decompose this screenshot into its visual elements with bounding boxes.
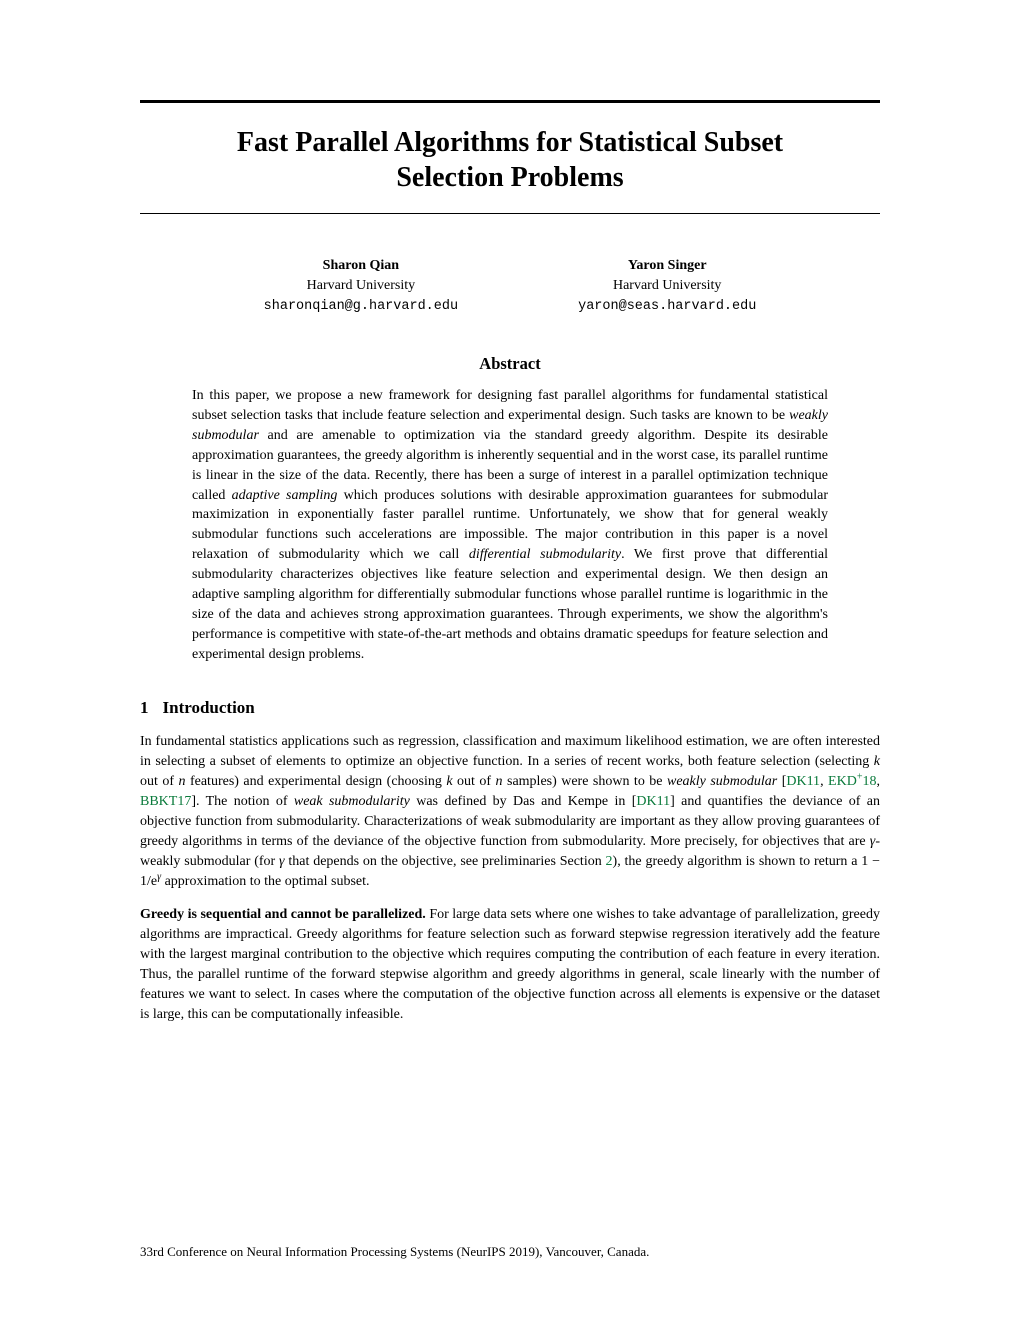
intro-n-1: n [179,774,186,789]
abstract-ital-2: adaptive sampling [232,488,338,503]
intro-text-i: samples) were shown to be [503,774,667,789]
intro-text-u: that depends on the objective, see preli… [285,854,606,869]
cite-dk11-b[interactable]: DK11 [636,794,670,809]
section-ref-2[interactable]: 2 [606,854,613,869]
intro-weakly-sub: weakly submodular [667,774,777,789]
intro-n-2: n [496,774,503,789]
intro-text-c: out of [140,774,179,789]
intro-text-p: was defined by Das and Kempe in [ [410,794,637,809]
author-1: Sharon Qian Harvard University sharonqia… [264,256,458,316]
section-1-number: 1 [140,698,149,718]
intro-text-e: features) and experimental design (choos… [186,774,447,789]
intro-text-a: In fundamental statistics applications s… [140,734,880,769]
title-line-2: Selection Problems [396,162,623,193]
intro-text-k: [ [777,774,786,789]
abstract-body: In this paper, we propose a new framewor… [192,386,828,664]
intro-text-n: ]. The notion of [191,794,294,809]
abstract-heading: Abstract [140,354,880,374]
intro-weak-sub-2: weak submodularity [294,794,410,809]
section-1-heading: 1 Introduction [140,698,880,718]
top-rule [140,100,880,103]
author-2: Yaron Singer Harvard University yaron@se… [578,256,756,316]
intro-k-1: k [874,754,880,769]
abstract-ital-3: differential submodularity [469,547,621,562]
para2-body: For large data sets where one wishes to … [140,907,880,1021]
intro-text-l: , [820,774,828,789]
cite-dk11-a[interactable]: DK11 [786,774,820,789]
paper-page: Fast Parallel Algorithms for Statistical… [0,0,1020,1320]
author-2-name: Yaron Singer [578,256,756,276]
intro-text-y: approximation to the optimal subset. [161,874,369,889]
intro-text-g: out of [453,774,496,789]
paper-title: Fast Parallel Algorithms for Statistical… [140,125,880,195]
cite-bbkt17[interactable]: BBKT17 [140,794,191,809]
conference-footer: 33rd Conference on Neural Information Pr… [140,1244,880,1260]
title-line-1: Fast Parallel Algorithms for Statistical… [237,127,783,158]
author-1-name: Sharon Qian [264,256,458,276]
abstract-text-4: . We first prove that differential submo… [192,547,828,661]
para2-runin: Greedy is sequential and cannot be paral… [140,907,426,922]
abstract-text-1: In this paper, we propose a new framewor… [192,388,828,423]
author-2-email: yaron@seas.harvard.edu [578,297,756,317]
title-bottom-rule [140,213,880,214]
author-1-affiliation: Harvard University [264,276,458,296]
intro-paragraph-2: Greedy is sequential and cannot be paral… [140,905,880,1024]
intro-text-m: , [877,774,881,789]
intro-text-v: ), the greedy algorithm is shown to retu… [613,854,862,869]
section-1-title: Introduction [163,698,255,717]
cite-ekd18[interactable]: EKD+18 [828,774,876,789]
intro-paragraph-1: In fundamental statistics applications s… [140,732,880,891]
author-2-affiliation: Harvard University [578,276,756,296]
cite-ekd-a: EKD [828,774,857,789]
cite-ekd-b: 18 [863,774,877,789]
authors-block: Sharon Qian Harvard University sharonqia… [140,256,880,316]
author-1-email: sharonqian@g.harvard.edu [264,297,458,317]
